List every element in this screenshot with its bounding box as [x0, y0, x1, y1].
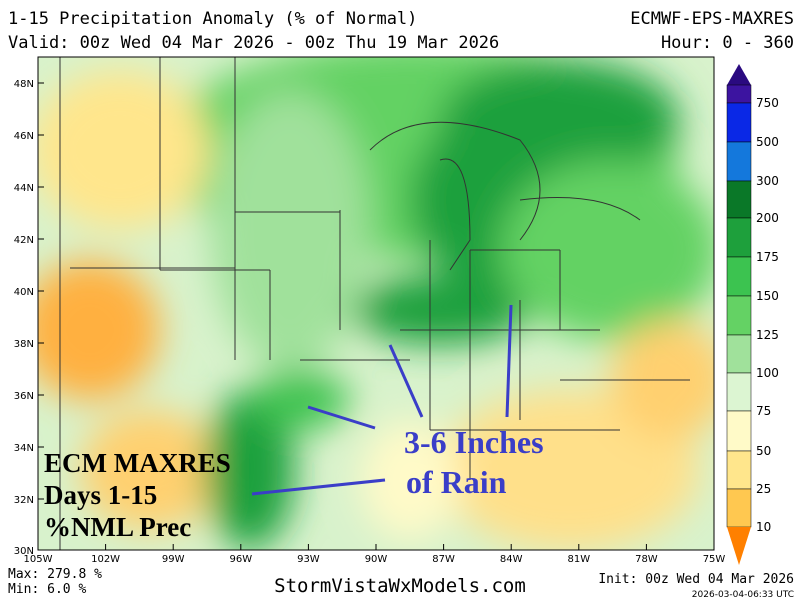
colorbar-label: 200 — [756, 211, 779, 225]
colorbar-label: 100 — [756, 366, 779, 380]
colorbar-label: 150 — [756, 289, 779, 303]
lat-label: 42N — [14, 235, 34, 246]
colorbar-segment — [726, 334, 752, 374]
lon-label: 84W — [500, 554, 523, 565]
colorbar-segment — [726, 141, 752, 182]
lat-label: 48N — [14, 79, 34, 90]
annotation-left: Days 1-15 — [44, 480, 157, 510]
colorbar-label: 500 — [756, 135, 779, 149]
colorbar-segment — [726, 102, 752, 143]
init-time: Init: 00z Wed 04 Mar 2026 — [598, 572, 794, 587]
lat-label: 36N — [14, 391, 34, 402]
arrow — [388, 344, 424, 418]
lon-label: 96W — [229, 554, 252, 565]
colorbar-segment — [726, 217, 752, 258]
lon-label: 78W — [635, 554, 658, 565]
annotation-left: %NML Prec — [44, 512, 191, 542]
lon-label: 102W — [91, 554, 120, 565]
colorbar-segment — [726, 256, 752, 297]
lat-label: 40N — [14, 287, 34, 298]
annotation-right: of Rain — [406, 464, 507, 500]
lat-label: 44N — [14, 183, 34, 194]
colorbar-segment — [726, 180, 752, 219]
max-value: Max: 279.8 % — [8, 567, 102, 582]
colorbar-label: 10 — [756, 520, 771, 534]
colorbar-segment — [726, 488, 752, 528]
colorbar-label: 50 — [756, 444, 771, 458]
precip-field — [38, 57, 714, 550]
arrow — [251, 478, 386, 496]
colorbar-label: 75 — [756, 404, 771, 418]
site-name: StormVistaWxModels.com — [274, 575, 526, 597]
lon-label: 90W — [365, 554, 388, 565]
lon-label: 99W — [162, 554, 185, 565]
lon-label: 93W — [297, 554, 320, 565]
timestamp: 2026-03-04-06:33 UTC — [692, 590, 794, 600]
lat-label: 32N — [14, 495, 34, 506]
colorbar-label: 25 — [756, 482, 771, 496]
annotation-right: 3-6 Inches — [404, 424, 544, 460]
colorbar-top — [727, 64, 751, 85]
colorbar-segment — [726, 410, 752, 452]
lat-label: 38N — [14, 339, 34, 350]
model-name: ECMWF-EPS-MAXRES — [630, 9, 794, 29]
lon-label: 81W — [567, 554, 590, 565]
colorbar-label: 175 — [756, 250, 779, 264]
lon-label: 87W — [432, 554, 455, 565]
title: 1-15 Precipitation Anomaly (% of Normal) — [8, 9, 417, 29]
valid-range: Valid: 00z Wed 04 Mar 2026 - 00z Thu 19 … — [8, 33, 499, 53]
colorbar-label: 300 — [756, 174, 779, 188]
min-value: Min: 6.0 % — [8, 582, 86, 597]
colorbar-segment — [726, 295, 752, 336]
lat-label: 30N — [14, 546, 34, 557]
colorbar-segment — [726, 84, 752, 104]
colorbar-bottom — [727, 527, 751, 565]
colorbar-segment — [726, 372, 752, 412]
lon-label: 105W — [24, 554, 53, 565]
annotation-arrows — [251, 304, 513, 496]
lat-label: 34N — [14, 443, 34, 454]
annotation-left: ECM MAXRES — [44, 448, 231, 478]
arrow — [307, 405, 376, 430]
colorbar-segment — [726, 450, 752, 490]
colorbar-label: 750 — [756, 96, 779, 110]
hour-range: Hour: 0 - 360 — [661, 33, 794, 53]
lat-label: 46N — [14, 131, 34, 142]
lon-label: 75W — [703, 554, 726, 565]
arrow — [505, 304, 513, 418]
colorbar-label: 125 — [756, 328, 779, 342]
